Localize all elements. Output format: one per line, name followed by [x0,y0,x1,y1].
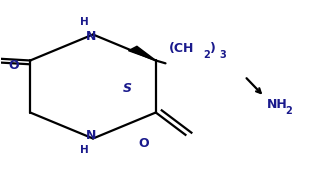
Text: N: N [86,30,97,43]
Text: H: H [80,17,89,27]
Polygon shape [128,46,156,61]
Text: O: O [139,138,149,151]
Text: ): ) [210,42,216,55]
Text: N: N [86,129,97,142]
Text: 2: 2 [285,106,292,116]
Text: O: O [8,59,19,72]
Text: NH: NH [267,98,288,111]
Text: (CH: (CH [169,42,194,55]
Text: H: H [80,145,89,155]
Text: S: S [123,82,132,95]
Text: 3: 3 [219,50,226,60]
Text: 2: 2 [204,50,210,60]
